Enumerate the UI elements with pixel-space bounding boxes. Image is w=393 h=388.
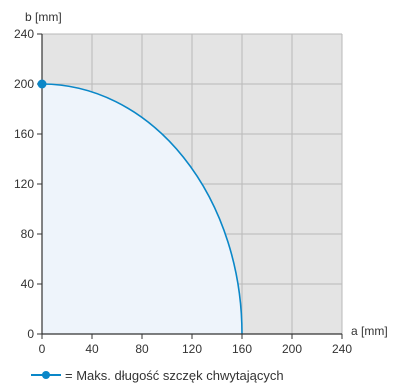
data-point-marker-0 [37,79,47,89]
y-axis-title: b [mm] [25,10,62,24]
line-with-dot-icon [31,371,61,379]
y-tick-label-80: 80 [21,227,35,241]
tick-labels: 0 40 80 120 160 200 240 0 40 80 120 160 200 240 [14,27,352,356]
data-markers [37,79,47,89]
y-tick-label-0: 0 [27,327,34,341]
x-tick-label-40: 40 [85,342,99,356]
series-fill-area [42,84,242,334]
x-tick-label-0: 0 [39,342,46,356]
legend: = Maks. długość szczęk chwytających [30,366,284,384]
x-tick-label-200: 200 [282,342,302,356]
y-tick-label-160: 160 [14,127,34,141]
y-tick-label-240: 240 [14,27,34,41]
y-tick-label-120: 120 [14,177,34,191]
legend-label: = Maks. długość szczęk chwytających [65,367,284,383]
y-tick-label-200: 200 [14,77,34,91]
series-line [41,83,243,335]
x-tick-label-80: 80 [135,342,149,356]
x-tick-label-160: 160 [232,342,252,356]
x-axis-title: a [mm] [351,324,388,338]
y-tick-label-40: 40 [21,277,35,291]
x-tick-label-240: 240 [332,342,352,356]
x-tick-label-120: 120 [182,342,202,356]
